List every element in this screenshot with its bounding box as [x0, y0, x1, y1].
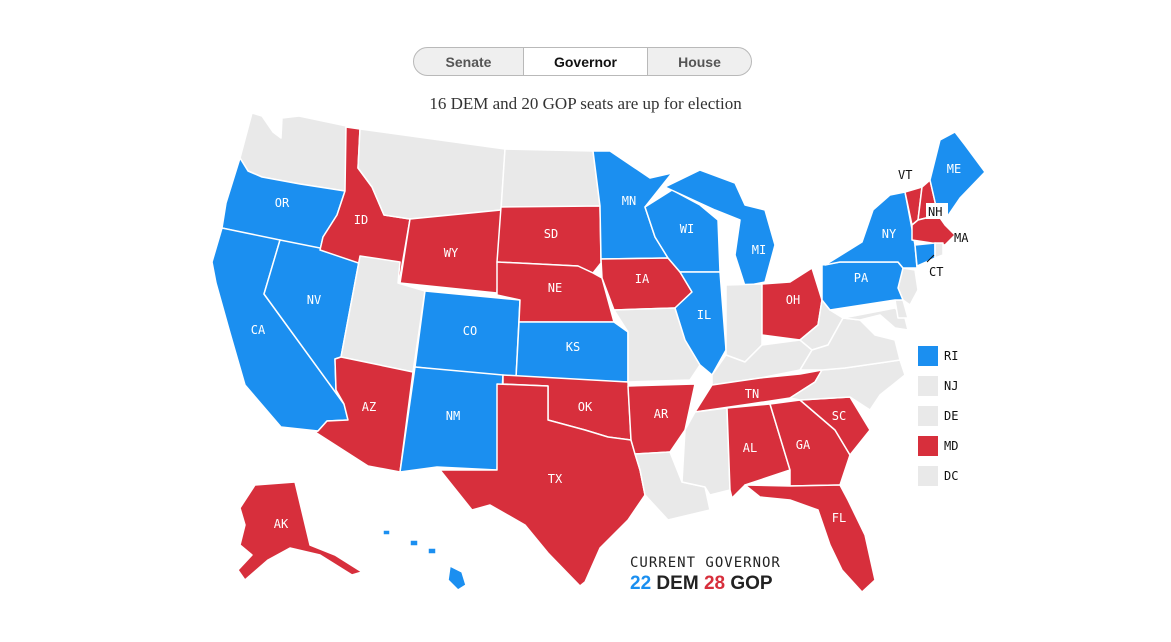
- gop-label: GOP: [730, 573, 773, 594]
- legend-item-ri[interactable]: RI: [918, 346, 958, 376]
- map-label-MI: MI: [752, 243, 766, 257]
- state-IL[interactable]: [674, 271, 727, 376]
- tab-governor[interactable]: Governor: [524, 48, 648, 75]
- map-label-CA: CA: [251, 323, 266, 337]
- legend-swatch: [918, 466, 938, 486]
- legend-swatch: [918, 436, 938, 456]
- map-label-NV: NV: [307, 293, 321, 307]
- map-label-NE: NE: [548, 281, 562, 295]
- race-tabs: Senate Governor House: [413, 47, 752, 76]
- map-label-AR: AR: [654, 407, 669, 421]
- tally-counts: 22 DEM 28 GOP: [630, 573, 781, 595]
- legend-item-de[interactable]: DE: [918, 406, 958, 436]
- state-TX[interactable]: [439, 383, 646, 587]
- state-NY[interactable]: [824, 191, 918, 269]
- small-states-legend: RI NJ DE MD DC: [918, 346, 958, 496]
- map-label-CT: CT: [929, 265, 943, 279]
- ct-leader-line: [926, 254, 935, 263]
- map-label-AZ: AZ: [362, 400, 376, 414]
- election-subtitle: 16 DEM and 20 GOP seats are up for elect…: [429, 94, 742, 113]
- map-label-PA: PA: [854, 271, 869, 285]
- state-HI[interactable]: [382, 529, 467, 591]
- legend-item-md[interactable]: MD: [918, 436, 958, 466]
- state-MA[interactable]: [911, 214, 956, 246]
- legend-item-dc[interactable]: DC: [918, 466, 958, 496]
- map-label-GA: GA: [796, 438, 811, 452]
- map-label-AK: AK: [274, 517, 289, 531]
- map-label-SD: SD: [544, 227, 558, 241]
- legend-label: RI: [944, 349, 959, 363]
- gop-count: 28: [703, 573, 726, 594]
- dem-label: DEM: [656, 573, 699, 594]
- tab-house[interactable]: House: [678, 53, 721, 70]
- governor-tally: CURRENT GOVERNOR 22 DEM 28 GOP: [630, 555, 781, 595]
- legend-label: NJ: [944, 379, 959, 393]
- map-label-AL: AL: [743, 441, 757, 455]
- state-RI[interactable]: [934, 242, 944, 259]
- state-MT[interactable]: [357, 128, 506, 220]
- map-label-WY: WY: [444, 246, 459, 260]
- nh-label-bg: [926, 203, 948, 219]
- map-label-TX: TX: [548, 472, 563, 486]
- tally-heading: CURRENT GOVERNOR: [630, 555, 781, 571]
- legend-label: DE: [944, 409, 959, 423]
- map-label-SC: SC: [832, 409, 846, 423]
- state-LA[interactable]: [634, 451, 711, 521]
- state-MI[interactable]: [664, 169, 776, 287]
- map-label-ME: ME: [947, 162, 961, 176]
- state-MS[interactable]: [681, 407, 731, 496]
- map-label-NH: NH: [928, 205, 942, 219]
- map-label-OK: OK: [578, 400, 593, 414]
- map-label-KS: KS: [566, 340, 580, 354]
- map-label-OR: OR: [275, 196, 290, 210]
- dem-count: 22: [630, 573, 652, 594]
- legend-label: DC: [944, 469, 959, 483]
- legend-label: MD: [944, 439, 959, 453]
- map-label-TN: TN: [745, 387, 759, 401]
- state-CT[interactable]: [914, 242, 936, 267]
- map-label-MN: MN: [622, 194, 636, 208]
- map-label-FL: FL: [832, 511, 846, 525]
- map-label-IA: IA: [635, 272, 650, 286]
- map-label-VT: VT: [898, 168, 912, 182]
- state-ND[interactable]: [500, 148, 601, 211]
- map-label-IL: IL: [697, 308, 711, 322]
- map-label-NY: NY: [882, 227, 897, 241]
- map-label-MA: MA: [954, 231, 969, 245]
- legend-swatch: [918, 376, 938, 396]
- tab-senate[interactable]: Senate: [414, 48, 524, 75]
- state-FL[interactable]: [744, 484, 876, 593]
- map-label-WI: WI: [680, 222, 694, 236]
- state-NM[interactable]: [399, 366, 504, 473]
- legend-item-nj[interactable]: NJ: [918, 376, 958, 406]
- legend-swatch: [918, 346, 938, 366]
- map-label-OH: OH: [786, 293, 800, 307]
- map-label-NM: NM: [446, 409, 460, 423]
- map-label-CO: CO: [463, 324, 477, 338]
- state-VA[interactable]: [799, 317, 901, 371]
- legend-swatch: [918, 406, 938, 426]
- state-AK[interactable]: [237, 481, 363, 581]
- map-label-ID: ID: [354, 213, 368, 227]
- state-PA[interactable]: [821, 261, 904, 311]
